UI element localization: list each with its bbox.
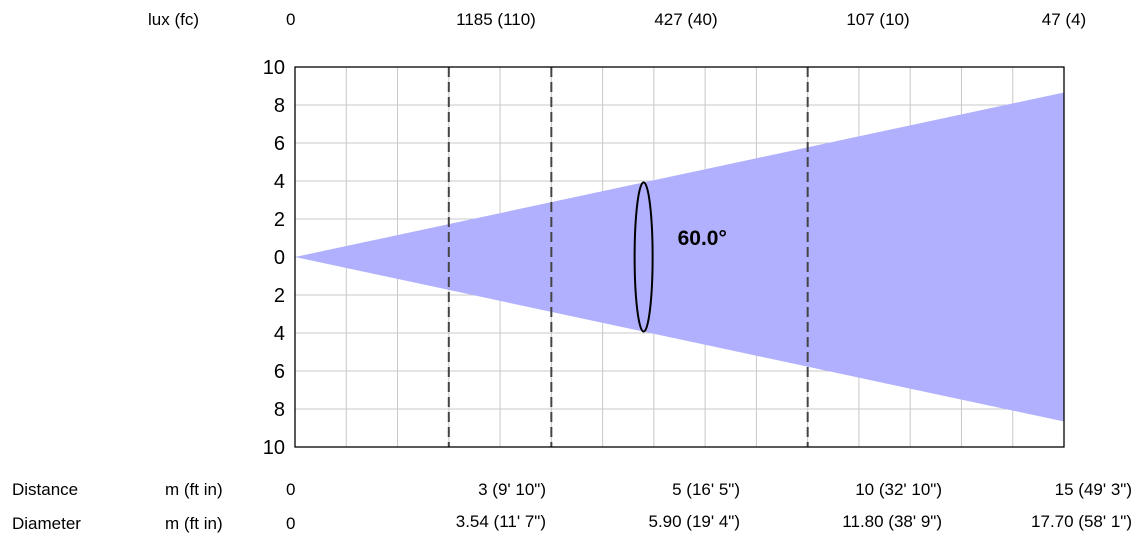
y-tick-label: 10 [263,57,285,79]
y-tick-label: 2 [274,209,285,231]
lux-value: 1185 (110) [456,10,536,29]
y-tick-label: 8 [274,399,285,421]
y-tick-label: 4 [274,171,285,193]
y-tick-label: 6 [274,133,285,155]
diameter-value: 17.70 (58' 1") [1031,512,1132,531]
diameter-value: 11.80 (38' 9") [842,512,942,531]
y-tick-label: 10 [263,437,285,459]
distance-value: 3 (9' 10") [478,480,546,499]
lux-value: 107 (10) [846,10,910,29]
y-tick-label: 6 [274,361,285,383]
beam-angle-marker [633,181,654,333]
lux-value: 0 [286,10,296,29]
y-tick-label: 2 [274,285,285,307]
diameter-value: 0 [286,514,296,533]
distance-value: 10 (32' 10") [855,480,942,499]
diameter-value: 3.54 (11' 7") [455,512,546,531]
distance-unit: m (ft in) [165,480,223,499]
y-tick-label: 8 [274,95,285,117]
distance-value: 5 (16' 5") [672,480,740,499]
y-tick-label: 0 [274,247,285,269]
distance-value: 0 [286,480,296,499]
lux-value: 47 (4) [1041,10,1087,29]
y-tick-label: 4 [274,323,285,345]
y-tick-labels: 10 8 6 4 2 0 2 4 6 8 10 [263,57,285,459]
distance-value: 15 (49' 3") [1054,480,1132,499]
distance-label: Distance [12,480,79,499]
lux-label: lux (fc) [148,10,199,29]
plot-frame [294,66,1065,448]
diameter-value: 5.90 (19' 4") [648,512,741,531]
diameter-label: Diameter [12,514,81,533]
distance-markers [447,67,809,447]
lux-value: 427 (40) [654,10,718,29]
beam-angle-label: 60.0° [678,227,727,250]
beam-cone [295,92,1064,422]
diameter-unit: m (ft in) [165,514,223,533]
